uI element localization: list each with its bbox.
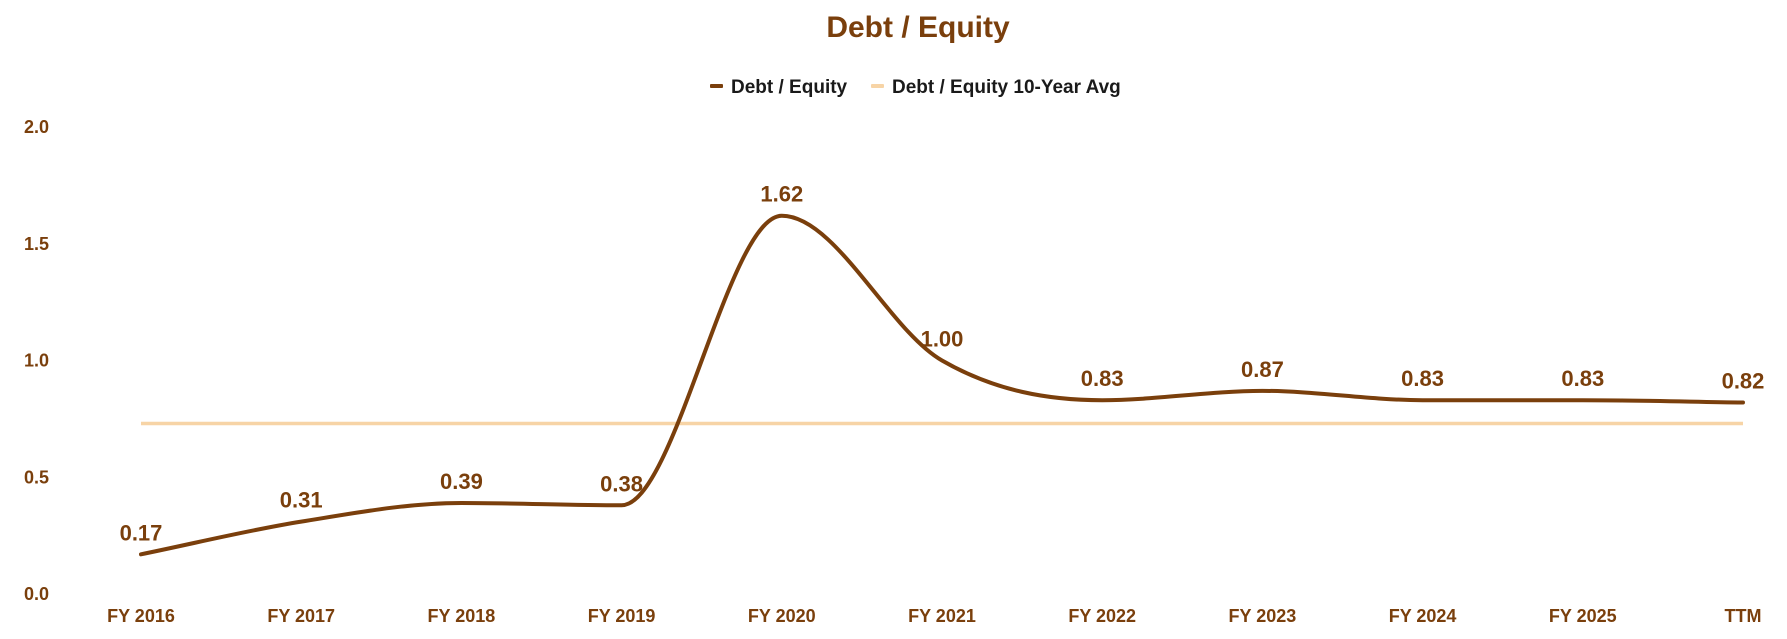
y-axis: 0.0 0.5 1.0 1.5 2.0	[24, 117, 49, 604]
x-tick-label: TTM	[1725, 606, 1762, 626]
data-point[interactable]	[1577, 394, 1589, 406]
x-tick-label: FY 2025	[1549, 606, 1617, 626]
data-point[interactable]	[616, 499, 628, 511]
data-label: 0.82	[1722, 369, 1765, 394]
data-label: 0.31	[280, 488, 323, 513]
y-tick-label: 0.0	[24, 584, 49, 604]
legend: Debt / Equity Debt / Equity 10-Year Avg	[710, 77, 1121, 98]
x-tick-label: FY 2020	[748, 606, 816, 626]
data-label: 0.83	[1081, 366, 1124, 391]
x-tick-label: FY 2023	[1229, 606, 1297, 626]
data-point[interactable]	[776, 210, 788, 222]
data-point[interactable]	[455, 497, 467, 509]
x-tick-label: FY 2017	[267, 606, 335, 626]
legend-item-debt-equity-avg[interactable]: Debt / Equity 10-Year Avg	[871, 77, 1121, 98]
data-point[interactable]	[1417, 394, 1429, 406]
x-tick-label: FY 2018	[428, 606, 496, 626]
data-label: 0.83	[1561, 366, 1604, 391]
data-label: 1.00	[921, 327, 964, 352]
y-tick-label: 1.5	[24, 234, 49, 254]
legend-label-debt-equity: Debt / Equity	[731, 77, 848, 98]
x-tick-label: FY 2019	[588, 606, 656, 626]
data-label: 0.38	[600, 471, 643, 496]
x-tick-label: FY 2022	[1068, 606, 1136, 626]
y-tick-label: 1.0	[24, 351, 49, 371]
data-label: 0.17	[120, 520, 163, 545]
chart-title: Debt / Equity	[826, 11, 1010, 44]
legend-swatch-debt-equity-avg	[871, 84, 884, 88]
x-axis: FY 2016 FY 2017 FY 2018 FY 2019 FY 2020 FY 20…	[107, 606, 1761, 626]
y-tick-label: 0.5	[24, 467, 49, 487]
x-tick-label: FY 2024	[1389, 606, 1457, 626]
data-point[interactable]	[1256, 385, 1268, 397]
data-label: 0.83	[1401, 366, 1444, 391]
data-point[interactable]	[295, 516, 307, 528]
legend-item-debt-equity[interactable]: Debt / Equity	[710, 77, 848, 98]
data-point[interactable]	[1737, 397, 1749, 409]
data-label: 0.39	[440, 469, 483, 494]
series-line-debt-equity	[139, 213, 1745, 557]
data-label: 0.87	[1241, 357, 1284, 382]
data-point[interactable]	[1096, 394, 1108, 406]
x-tick-label: FY 2021	[908, 606, 976, 626]
y-tick-label: 2.0	[24, 117, 49, 137]
legend-swatch-debt-equity	[710, 84, 723, 88]
data-labels: 0.17 0.31 0.39 0.38 1.62 1.00 0.83 0.87 0.83 0.83…	[120, 182, 1765, 546]
x-tick-label: FY 2016	[107, 606, 175, 626]
data-label: 1.62	[760, 182, 803, 207]
series-line-layer	[135, 210, 1749, 560]
data-point[interactable]	[936, 355, 948, 367]
legend-label-debt-equity-avg: Debt / Equity 10-Year Avg	[892, 77, 1121, 98]
data-point[interactable]	[135, 548, 147, 560]
